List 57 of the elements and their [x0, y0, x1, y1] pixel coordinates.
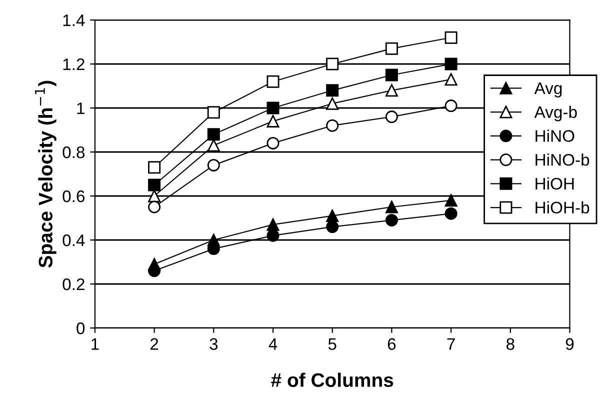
point: [444, 31, 458, 44]
legend-label: HiNO-b: [536, 154, 590, 166]
legend-label: HiOH-b: [536, 201, 590, 214]
point: [207, 106, 220, 119]
y-tick-label: 0: [76, 322, 85, 334]
point: [385, 214, 398, 226]
x-tick-label: 4: [268, 338, 278, 350]
point: [326, 58, 339, 70]
point: [207, 128, 220, 141]
y-tick-label: 0.8: [62, 146, 85, 158]
x-tick-label: 9: [566, 338, 574, 350]
legend-label: Avg-b: [534, 106, 577, 122]
y-tick-label: 1: [77, 102, 84, 114]
point: [326, 210, 339, 222]
point: [207, 158, 220, 172]
point: [148, 200, 161, 214]
point: [385, 200, 398, 214]
point: [326, 84, 339, 97]
y-tick-label: 1.4: [63, 14, 85, 26]
x-tick-label: 6: [388, 338, 396, 350]
y-tick-label: 1.2: [63, 58, 84, 70]
point: [266, 114, 280, 128]
point: [385, 110, 398, 124]
x-tick-label: 7: [447, 338, 455, 350]
point: [207, 139, 220, 152]
x-tick-label: 3: [210, 338, 218, 350]
point: [266, 218, 280, 231]
x-tick-label: 5: [328, 338, 336, 350]
x-tick-label: 2: [150, 338, 158, 350]
legend-label: HiNO: [536, 130, 574, 142]
point: [266, 102, 280, 114]
point: [385, 42, 398, 55]
point: [266, 136, 280, 150]
point: [444, 207, 458, 220]
point: [444, 194, 458, 207]
point: [326, 119, 339, 132]
y-tick-label: 0.6: [62, 190, 85, 202]
x-tick-label: 1: [92, 338, 99, 350]
point: [148, 178, 161, 192]
point: [148, 161, 161, 174]
point: [266, 229, 280, 242]
x-tick-label: 8: [506, 338, 514, 350]
legend-label: HiOH: [536, 177, 574, 190]
y-axis-title: Space Velocity (h$^{−1}$): [34, 80, 56, 268]
y-tick-label: 0.4: [62, 234, 85, 246]
point: [444, 58, 458, 70]
point: [266, 75, 280, 88]
point: [385, 84, 398, 97]
point: [444, 100, 458, 112]
legend-label: Avg: [534, 82, 562, 98]
point: [326, 97, 339, 110]
point: [444, 73, 458, 86]
point: [326, 220, 339, 234]
point: [148, 264, 161, 278]
point: [385, 68, 398, 82]
y-tick-label: 0.2: [62, 278, 84, 290]
x-axis-title: # of Columns: [271, 372, 394, 387]
